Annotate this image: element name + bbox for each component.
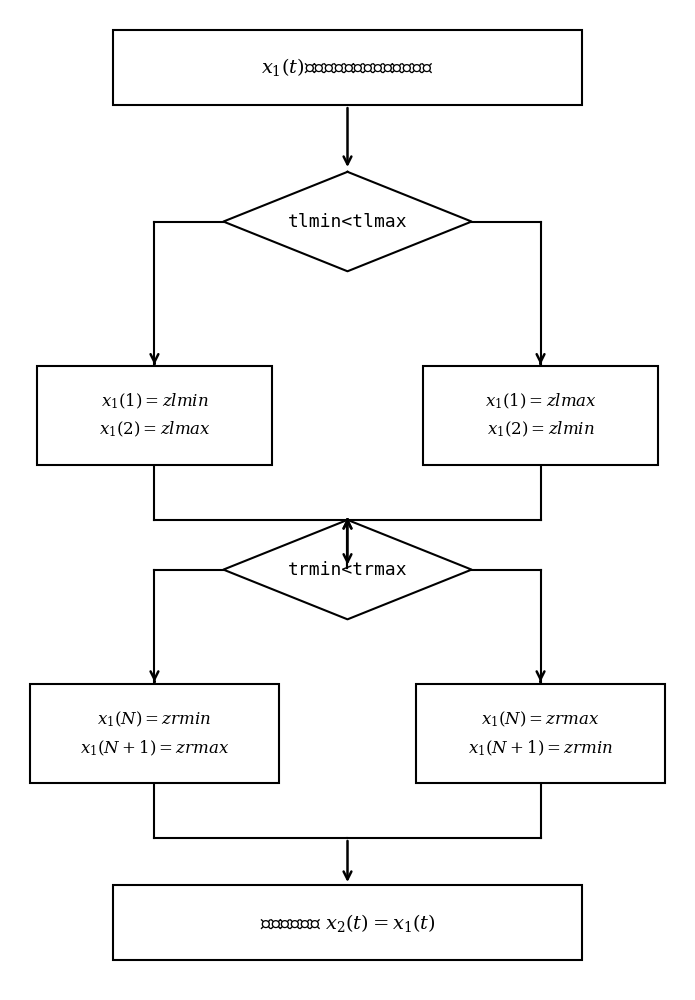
Text: $x_1(1) = zlmax$
$x_1(2) = zlmin$: $x_1(1) = zlmax$ $x_1(2) = zlmin$: [484, 392, 596, 439]
Polygon shape: [223, 520, 472, 619]
Text: $x_1(1) = zlmin$
$x_1(2) = zlmax$: $x_1(1) = zlmin$ $x_1(2) = zlmax$: [99, 392, 211, 439]
Polygon shape: [223, 172, 472, 271]
FancyBboxPatch shape: [38, 366, 272, 465]
Text: trmin<trmax: trmin<trmax: [288, 561, 407, 579]
Text: $x_1(N) = zrmax$
$x_1(N+1) = zrmin$: $x_1(N) = zrmax$ $x_1(N+1) = zrmin$: [468, 710, 613, 758]
FancyBboxPatch shape: [113, 30, 582, 105]
Text: $x_1(t)$左右端点极大值，极小值延拓: $x_1(t)$左右端点极大值，极小值延拓: [261, 56, 434, 78]
Text: tlmin<tlmax: tlmin<tlmax: [288, 213, 407, 231]
FancyBboxPatch shape: [416, 684, 664, 783]
FancyBboxPatch shape: [31, 684, 279, 783]
FancyBboxPatch shape: [423, 366, 657, 465]
Text: $x_1(N) = zrmin$
$x_1(N+1) = zrmax$: $x_1(N) = zrmin$ $x_1(N+1) = zrmax$: [80, 710, 229, 758]
FancyBboxPatch shape: [113, 885, 582, 960]
Text: 获得极值序列 $x_2(t) = x_1(t)$: 获得极值序列 $x_2(t) = x_1(t)$: [260, 912, 435, 934]
